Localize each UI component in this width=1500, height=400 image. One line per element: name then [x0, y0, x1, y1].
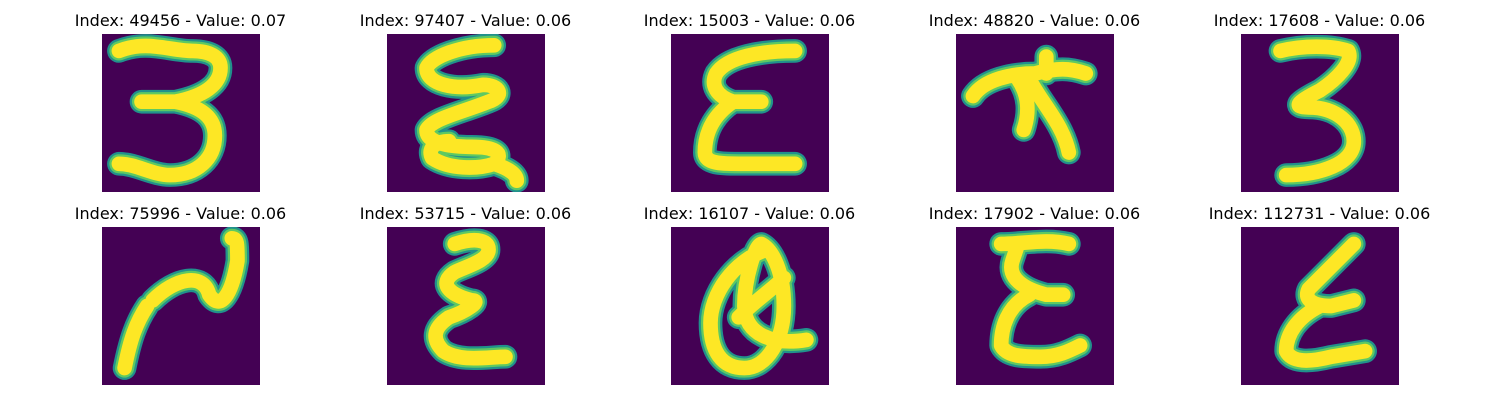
panel-3: Index: 15003 - Value: 0.06	[607, 12, 892, 202]
glyph-stroke	[117, 230, 245, 376]
panel-title: Index: 49456 - Value: 0.07	[74, 11, 287, 30]
glyph-svg	[961, 44, 1098, 165]
panel-title: Index: 16107 - Value: 0.06	[643, 204, 856, 223]
digit-image	[1241, 34, 1399, 192]
digit-image	[956, 227, 1114, 385]
glyph-stroke	[419, 37, 525, 189]
panel-6: Index: 75996 - Value: 0.06	[38, 205, 323, 395]
panel-2: Index: 97407 - Value: 0.06	[323, 12, 608, 202]
panel-8: Index: 16107 - Value: 0.06	[607, 205, 892, 395]
panel-title: Index: 97407 - Value: 0.06	[359, 11, 572, 30]
glyph-stroke	[703, 236, 814, 376]
glyph-svg	[414, 34, 529, 192]
digit-image	[671, 34, 829, 192]
glyph-stroke	[993, 234, 1088, 365]
glyph-svg	[423, 228, 518, 370]
glyph-svg	[112, 227, 250, 380]
glyph-svg	[989, 229, 1092, 369]
digit-image	[387, 227, 545, 385]
panel-title: Index: 48820 - Value: 0.06	[928, 11, 1141, 30]
glyph-svg	[107, 34, 233, 187]
panel-title: Index: 75996 - Value: 0.06	[74, 204, 287, 223]
panel-title: Index: 15003 - Value: 0.06	[643, 11, 856, 30]
panel-10: Index: 112731 - Value: 0.06	[1177, 205, 1462, 395]
panel-title: Index: 17608 - Value: 0.06	[1213, 11, 1426, 30]
panel-9: Index: 17902 - Value: 0.06	[892, 205, 1177, 395]
panel-7: Index: 53715 - Value: 0.06	[323, 205, 608, 395]
glyph-svg	[698, 232, 819, 380]
panel-title: Index: 53715 - Value: 0.06	[359, 204, 572, 223]
glyph-stroke	[697, 43, 803, 172]
digit-image	[102, 34, 260, 192]
panel-4: Index: 48820 - Value: 0.06	[892, 12, 1177, 202]
glyph-svg	[1274, 232, 1377, 373]
glyph-svg	[1268, 34, 1366, 187]
digit-image	[671, 227, 829, 385]
glyph-stroke	[1278, 236, 1373, 368]
panel-title: Index: 112731 - Value: 0.06	[1208, 204, 1431, 223]
panel-title: Index: 17902 - Value: 0.06	[928, 204, 1141, 223]
glyph-stroke	[111, 38, 228, 183]
digit-image	[102, 227, 260, 385]
glyph-svg	[693, 39, 807, 176]
glyph-stroke	[965, 49, 1094, 160]
panel-5: Index: 17608 - Value: 0.06	[1177, 12, 1462, 202]
digit-image	[387, 34, 545, 192]
glyph-stroke	[1273, 39, 1362, 183]
digit-image	[1241, 227, 1399, 385]
glyph-stroke	[428, 232, 513, 366]
panel-1: Index: 49456 - Value: 0.07	[38, 12, 323, 202]
digit-image	[956, 34, 1114, 192]
